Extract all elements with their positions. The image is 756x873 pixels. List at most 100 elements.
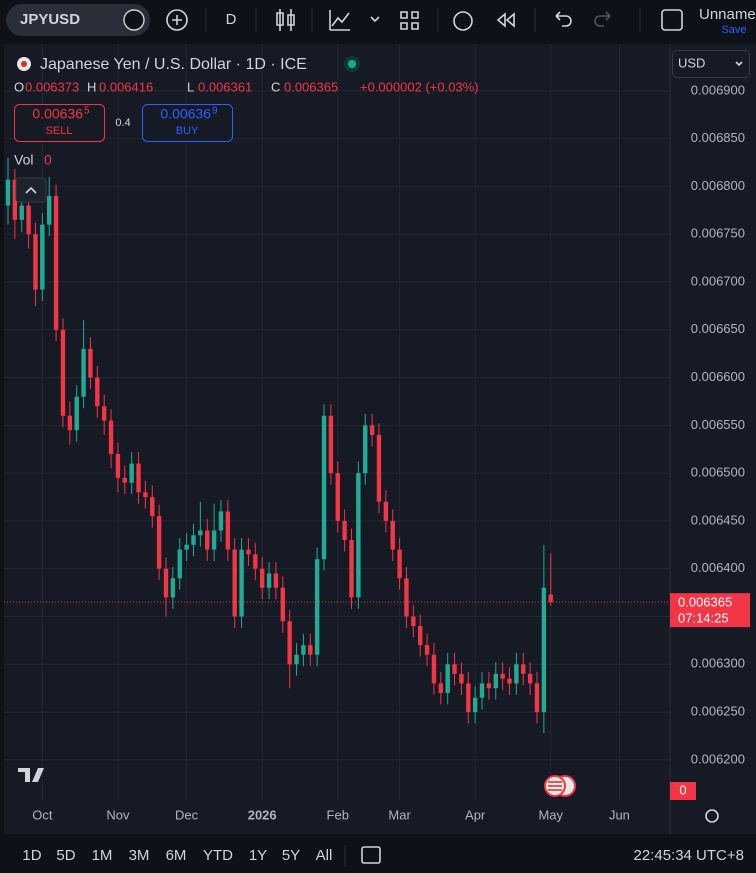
- clock: 22:45:34 UTC+8: [634, 847, 745, 864]
- save-button[interactable]: Save: [721, 24, 746, 36]
- layout-name[interactable]: Unname: [699, 6, 756, 23]
- candle-body: [527, 673, 533, 684]
- interval[interactable]: D: [226, 11, 237, 28]
- ohlc-key: L: [187, 79, 194, 94]
- templates-button[interactable]: [400, 11, 419, 30]
- candle-body: [60, 329, 66, 416]
- range-button[interactable]: 1Y: [249, 847, 267, 864]
- collapse-button[interactable]: [15, 177, 47, 203]
- sell-label[interactable]: SELL: [46, 125, 73, 137]
- ohlc-key: C: [271, 79, 280, 94]
- candle-body: [438, 683, 444, 693]
- settings-button[interactable]: [705, 809, 719, 823]
- candle-body: [136, 463, 141, 493]
- replay-button[interactable]: [496, 12, 515, 28]
- candle-body: [232, 549, 237, 617]
- candle-body: [150, 497, 155, 517]
- candle-body: [500, 673, 505, 679]
- x-tick-label: Oct: [32, 807, 53, 822]
- y-tick-label: 0.006450: [691, 512, 745, 527]
- candle-body: [40, 224, 45, 290]
- candle-body: [321, 415, 327, 560]
- candle-body: [363, 425, 368, 474]
- y-tick-label: 0.006600: [691, 369, 745, 384]
- candle-body: [108, 420, 114, 455]
- layout-checkbox[interactable]: [661, 9, 683, 31]
- candle-body: [294, 654, 299, 665]
- candle-body: [259, 568, 265, 588]
- candle-body: [122, 477, 127, 483]
- candle-body: [431, 654, 437, 684]
- candle-body: [411, 616, 416, 627]
- symbol-icon[interactable]: [123, 9, 145, 31]
- sell-price[interactable]: 0.00636: [32, 106, 83, 122]
- date-range-button[interactable]: [361, 846, 381, 864]
- market-status-dot: [348, 60, 356, 68]
- candle-body: [246, 549, 251, 555]
- y-tick-label: 0.006300: [691, 656, 745, 671]
- candle-body: [19, 205, 24, 220]
- range-button[interactable]: 1D: [22, 847, 41, 864]
- buy-price[interactable]: 0.00636: [160, 106, 211, 122]
- candle-body: [101, 406, 107, 421]
- range-button[interactable]: 3M: [129, 847, 150, 864]
- range-button[interactable]: 5Y: [282, 847, 300, 864]
- candle-body: [459, 673, 464, 684]
- candle-body: [328, 415, 334, 474]
- logo: [18, 768, 44, 782]
- chart-type-button[interactable]: [276, 9, 295, 31]
- candle-body: [548, 594, 553, 603]
- x-tick-label: Jun: [609, 807, 630, 822]
- buy-price-sup[interactable]: 9: [212, 106, 218, 117]
- ohlc-value: 0.006373: [25, 79, 79, 94]
- range-buttons: 1D 5D 1M 3M 6M YTD 1Y 5Y All: [22, 847, 332, 864]
- range-button[interactable]: 1M: [92, 847, 113, 864]
- candle-body: [88, 348, 93, 378]
- candle-body: [163, 568, 169, 598]
- dropdown[interactable]: [370, 16, 380, 23]
- buy-label[interactable]: BUY: [176, 125, 199, 137]
- candle-body: [369, 425, 375, 435]
- compare-button[interactable]: [166, 9, 188, 31]
- flag-stripes: [548, 781, 562, 791]
- redo-button[interactable]: [594, 11, 611, 27]
- range-button[interactable]: 5D: [56, 847, 75, 864]
- volume-tag: [670, 782, 696, 800]
- y-tick-label: 0.006250: [691, 704, 745, 719]
- undo-button[interactable]: [555, 11, 572, 27]
- x-tick-label: Mar: [388, 807, 411, 822]
- alert-button[interactable]: [453, 11, 473, 31]
- change: +0.000002 (+0.03%): [360, 79, 479, 94]
- symbol[interactable]: JPYUSD: [20, 11, 80, 28]
- volume-label: Vol: [14, 152, 33, 168]
- candle-body: [534, 683, 540, 713]
- candle-body: [472, 697, 478, 713]
- candle-body: [53, 195, 59, 330]
- candle-body: [342, 520, 347, 541]
- currency[interactable]: USD: [678, 55, 705, 70]
- sell-button[interactable]: [14, 104, 105, 142]
- candle-body: [74, 396, 79, 431]
- range-button[interactable]: All: [316, 847, 333, 864]
- currency-select[interactable]: [672, 50, 750, 78]
- x-tick-label: 2026: [248, 807, 277, 822]
- candle-body: [493, 673, 498, 689]
- ohlc-value: 0.006416: [99, 79, 153, 94]
- indicators-button[interactable]: [329, 10, 350, 31]
- y-tick-label: 0.006850: [691, 130, 745, 145]
- sell-price-sup[interactable]: 5: [84, 106, 90, 117]
- symbol-search[interactable]: [6, 4, 150, 36]
- buy-button[interactable]: [142, 104, 233, 142]
- x-tick-label: May: [538, 807, 563, 822]
- candle-body: [273, 573, 279, 588]
- y-tick-label: 0.006900: [691, 82, 745, 97]
- ohlc-key: O: [14, 79, 24, 94]
- range-button[interactable]: 6M: [166, 847, 187, 864]
- candle-body: [308, 645, 313, 655]
- candle-body: [47, 195, 52, 225]
- x-tick-label: Feb: [327, 807, 349, 822]
- range-button[interactable]: YTD: [203, 847, 233, 864]
- candle-body: [301, 645, 306, 655]
- y-tick-label: 0.006500: [691, 465, 745, 480]
